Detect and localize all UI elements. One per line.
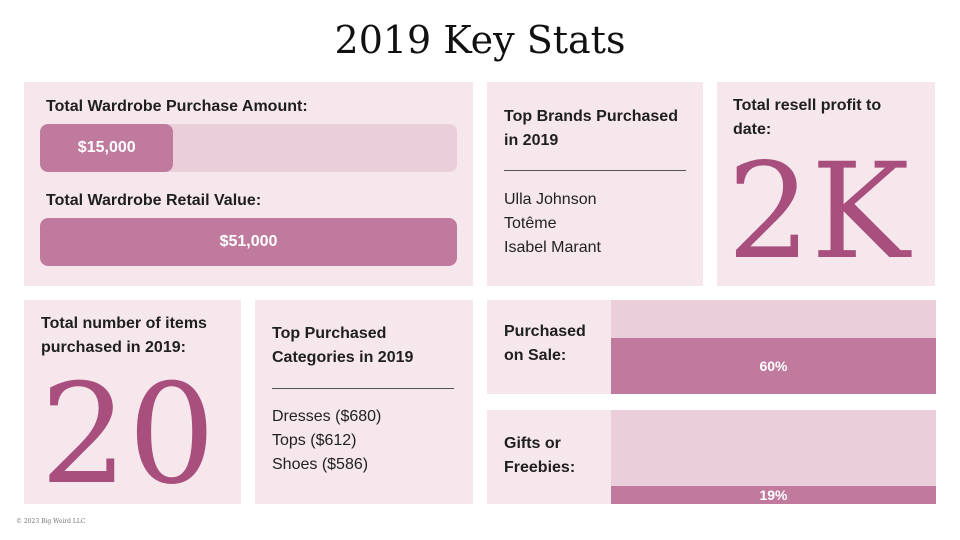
brand-item: Ulla Johnson — [504, 191, 597, 208]
copyright-footer: © 2023 Big Weird LLC — [16, 518, 86, 525]
gifts-card: Gifts or Freebies: — [487, 410, 611, 504]
categories-divider — [272, 388, 454, 389]
retail-value-fill: $51,000 — [40, 218, 457, 266]
brands-heading: Top Brands Purchased in 2019 — [504, 108, 678, 149]
brands-card: Top Brands Purchased in 2019 Ulla Johnso… — [487, 82, 703, 286]
retail-value-bar: $51,000 — [40, 218, 457, 266]
brand-item: Totême — [504, 215, 557, 232]
categories-card: Top Purchased Categories in 2019 Dresses… — [255, 300, 473, 504]
brand-item: Isabel Marant — [504, 239, 601, 256]
wardrobe-card: Total Wardrobe Purchase Amount: $15,000 … — [24, 82, 473, 286]
purchase-amount-fill: $15,000 — [40, 124, 174, 172]
categories-heading: Top Purchased Categories in 2019 — [272, 325, 414, 366]
gifts-value: 19% — [759, 487, 788, 504]
items-count-value: 20 — [40, 354, 216, 515]
sale-bar: 60% — [611, 300, 936, 394]
resell-value: 2K — [727, 135, 910, 289]
purchase-amount-value: $15,000 — [77, 139, 136, 156]
sale-fill: 60% — [611, 337, 936, 394]
page-title: 2019 Key Stats — [334, 18, 626, 62]
category-item: Dresses ($680) — [272, 408, 382, 425]
gifts-label: Gifts or Freebies: — [504, 435, 576, 476]
sale-card: Purchased on Sale: — [487, 300, 611, 394]
items-count-card: Total number of items purchased in 2019:… — [24, 300, 241, 504]
category-item: Shoes ($586) — [272, 456, 369, 473]
items-count-label: Total number of items purchased in 2019: — [41, 315, 207, 356]
sale-label: Purchased on Sale: — [504, 323, 586, 364]
sale-value: 60% — [759, 357, 788, 374]
retail-value-label: Total Wardrobe Retail Value: — [46, 192, 262, 209]
brands-list: Ulla Johnson Totême Isabel Marant — [504, 188, 601, 260]
retail-value-value: $51,000 — [219, 233, 278, 250]
resell-label: Total resell profit to date: — [733, 97, 882, 138]
resell-card: Total resell profit to date: 2K — [717, 82, 935, 286]
purchase-amount-label: Total Wardrobe Purchase Amount: — [46, 98, 308, 115]
purchase-amount-bar: $15,000 — [40, 124, 457, 172]
brands-divider — [504, 170, 686, 171]
category-item: Tops ($612) — [272, 432, 357, 449]
gifts-bar: 19% — [611, 410, 936, 504]
categories-list: Dresses ($680) Tops ($612) Shoes ($586) — [272, 405, 381, 477]
gifts-fill: 19% — [611, 486, 936, 504]
